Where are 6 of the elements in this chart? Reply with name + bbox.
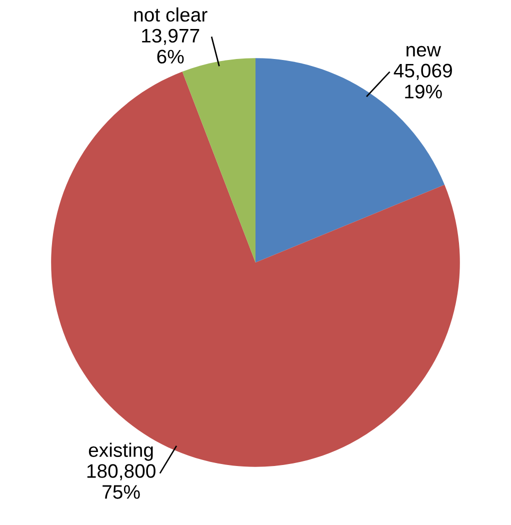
slice-label: new (406, 46, 442, 57)
slice-label: existing (88, 442, 153, 461)
data-label: 45,069 19% (394, 64, 452, 98)
data-label: 180,800 75% (87, 464, 156, 499)
slice-label: not clear (134, 7, 208, 22)
data-label: 13,977 6% (142, 28, 200, 64)
